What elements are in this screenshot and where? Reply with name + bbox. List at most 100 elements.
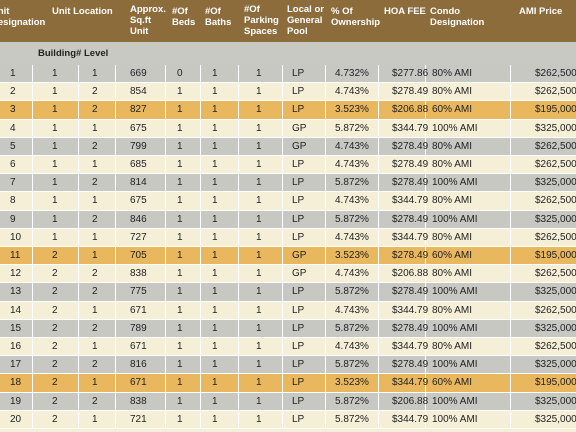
column-divider [425,192,426,211]
column-divider [282,210,283,229]
table-cell: 1 [177,268,183,280]
column-divider [115,356,116,375]
column-divider [510,119,511,138]
column-divider [115,228,116,247]
table-row: 15 2 2 789 1 1 1 LP 5.872% $278.49 100% AMI $325,00… [0,319,576,338]
table-cell: 1 [256,268,262,280]
table-cell: 2 [92,86,98,98]
column-divider [165,265,166,284]
column-divider [200,374,201,393]
table-cell: 5.872% [335,122,369,134]
column-divider [425,101,426,120]
table-cell: 5.872% [335,413,369,425]
table-cell: 1 [256,395,262,407]
column-divider [282,301,283,320]
column-divider [282,265,283,284]
table-cell: $278.49 [392,359,429,371]
table-cell: 6 [10,159,16,170]
column-divider [78,374,79,393]
column-divider [378,101,379,120]
table-cell: 1 [256,140,262,152]
table-cell: 100% AMI [432,395,478,407]
table-cell: $278.49 [392,140,429,152]
column-header: Local or General Pool [287,4,324,37]
column-divider [115,101,116,120]
column-divider [378,338,379,356]
table-cell: $278.49 [392,322,429,334]
column-divider [510,65,511,83]
column-divider [32,137,33,156]
table-cell: 2 [52,395,58,407]
column-divider [510,338,511,356]
column-divider [325,228,326,247]
column-divider [282,338,283,356]
column-divider [238,283,239,302]
table-cell: 13 [10,286,22,298]
table-cell: 1 [256,231,262,243]
column-divider [425,319,426,338]
column-divider [510,228,511,247]
column-divider [425,119,426,138]
column-divider [425,338,426,356]
column-divider [425,228,426,247]
column-divider [378,119,379,138]
table-cell: 2 [92,322,98,334]
table-cell: $278.49 [392,177,429,189]
table-cell: 3.523% [335,377,369,389]
table-cell: 80% AMI [432,268,473,280]
table-cell: 1 [212,140,218,152]
table-cell: 4.743% [335,86,369,98]
column-divider [200,301,201,320]
column-divider [510,192,511,211]
table-row: 5 1 2 799 1 1 1 GP 4.743% $278.49 80% AMI $262,500 [0,137,576,156]
table-row: 7 1 2 814 1 1 1 LP 5.872% $278.49 100% AMI $325,000 [0,174,576,193]
table-cell: LP [292,86,305,98]
table-cell: 19 [10,395,22,407]
column-divider [282,247,283,265]
column-divider [200,156,201,174]
table-cell: 789 [130,322,147,334]
table-cell: 5 [10,140,16,152]
table-cell: 1 [212,341,218,352]
column-divider [200,410,201,429]
column-divider [115,283,116,302]
column-divider [425,265,426,284]
table-cell: $325,000 [535,177,576,189]
column-divider [200,101,201,120]
column-divider [238,156,239,174]
column-divider [425,210,426,229]
column-divider [115,410,116,429]
table-cell: 1 [256,195,262,207]
table-cell: 827 [130,104,147,116]
table-cell: 816 [130,359,147,371]
table-cell: LP [292,322,305,334]
column-divider [32,319,33,338]
table-cell: 2 [92,286,98,298]
column-divider [510,174,511,193]
table-cell: 1 [92,250,98,261]
column-divider [32,374,33,393]
table-cell: 100% AMI [432,413,478,425]
column-divider [115,301,116,320]
column-divider [32,301,33,320]
table-cell: 721 [130,413,147,425]
table-cell: 1 [92,159,98,170]
column-divider [425,65,426,83]
table-cell: LP [292,286,305,298]
table-cell: 100% AMI [432,213,478,225]
column-divider [325,392,326,411]
column-divider [200,210,201,229]
column-divider [165,319,166,338]
column-divider [200,192,201,211]
table-cell: 5.872% [335,322,369,334]
table-row: 10 1 1 727 1 1 1 LP 4.743% $344.79 80% AMI $262,500 [0,228,576,247]
table-cell: 1 [177,177,183,189]
column-divider [238,65,239,83]
column-divider [200,247,201,265]
table-cell: 2 [52,359,58,371]
table-cell: 1 [177,395,183,407]
column-divider [510,137,511,156]
table-cell: 671 [130,304,147,316]
column-divider [238,192,239,211]
table-cell: 854 [130,86,147,98]
